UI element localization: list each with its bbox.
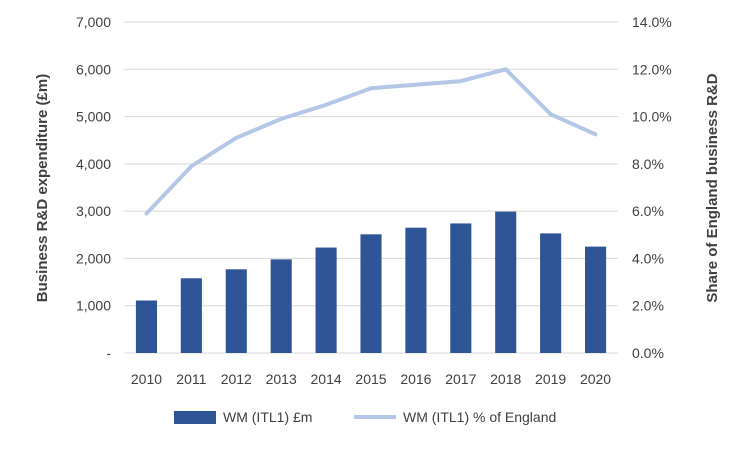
right-tick-label: 2.0% <box>632 298 664 314</box>
bar <box>270 259 292 353</box>
bar-series <box>135 211 607 353</box>
right-axis-ticks: 0.0% 2.0% 4.0% 6.0% 8.0% 10.0% 12.0% 14.0% <box>632 14 672 361</box>
line-point <box>190 165 192 167</box>
bar <box>360 234 382 353</box>
line-series <box>144 67 598 216</box>
x-tick-label: 2013 <box>266 371 297 387</box>
bar <box>180 278 202 353</box>
right-axis-title: Share of England business R&D <box>704 73 721 302</box>
left-axis-ticks: - 1,000 2,000 3,000 4,000 5,000 6,000 7,000 <box>76 14 111 361</box>
right-tick-label: 6.0% <box>632 203 664 219</box>
right-tick-label: 0.0% <box>632 345 664 361</box>
line-point <box>460 80 462 82</box>
line-point <box>550 113 552 115</box>
line-point <box>325 104 327 106</box>
x-tick-label: 2011 <box>176 371 206 387</box>
line-path <box>144 67 598 216</box>
line-point <box>235 137 237 139</box>
bar <box>584 246 607 353</box>
line-point <box>370 87 372 89</box>
right-tick-label: 10.0% <box>632 109 672 125</box>
left-tick-label: 1,000 <box>76 298 111 314</box>
left-tick-label: 7,000 <box>76 14 111 30</box>
x-tick-label: 2010 <box>131 371 162 387</box>
line-point <box>505 68 507 70</box>
bar <box>405 227 427 353</box>
x-axis-ticks: 2010 2011 2012 2013 2014 2015 2016 2017 2018 2019… <box>131 371 611 387</box>
legend-swatch-bar <box>174 411 216 424</box>
legend: WM (ITL1) £m WM (ITL1) % of England <box>174 409 556 425</box>
bar <box>225 269 247 353</box>
bar <box>450 223 472 353</box>
x-tick-label: 2020 <box>580 371 611 387</box>
x-tick-label: 2018 <box>490 371 521 387</box>
legend-label-bar: WM (ITL1) £m <box>223 409 312 425</box>
left-tick-label: 6,000 <box>76 61 111 77</box>
bar <box>315 247 337 353</box>
line-point <box>145 213 147 215</box>
line-point <box>415 84 417 86</box>
left-tick-label: 5,000 <box>76 109 111 125</box>
bar <box>135 300 158 353</box>
left-tick-label: 2,000 <box>76 250 111 266</box>
left-tick-label: 3,000 <box>76 203 111 219</box>
x-tick-label: 2017 <box>445 371 476 387</box>
right-tick-label: 8.0% <box>632 156 664 172</box>
line-point <box>280 118 282 120</box>
left-axis-title: Business R&D expenditure (£m) <box>34 74 51 302</box>
x-tick-label: 2016 <box>400 371 431 387</box>
right-tick-label: 12.0% <box>632 61 672 77</box>
x-tick-label: 2015 <box>355 371 386 387</box>
bar <box>540 233 562 353</box>
left-tick-label: 4,000 <box>76 156 111 172</box>
x-tick-label: 2014 <box>311 371 342 387</box>
line-point <box>595 133 597 135</box>
x-tick-label: 2012 <box>221 371 252 387</box>
left-tick-label: - <box>106 345 111 361</box>
x-tick-label: 2019 <box>535 371 566 387</box>
legend-label-line: WM (ITL1) % of England <box>403 409 556 425</box>
right-tick-label: 14.0% <box>632 14 672 30</box>
bar <box>495 211 517 353</box>
right-tick-label: 4.0% <box>632 250 664 266</box>
